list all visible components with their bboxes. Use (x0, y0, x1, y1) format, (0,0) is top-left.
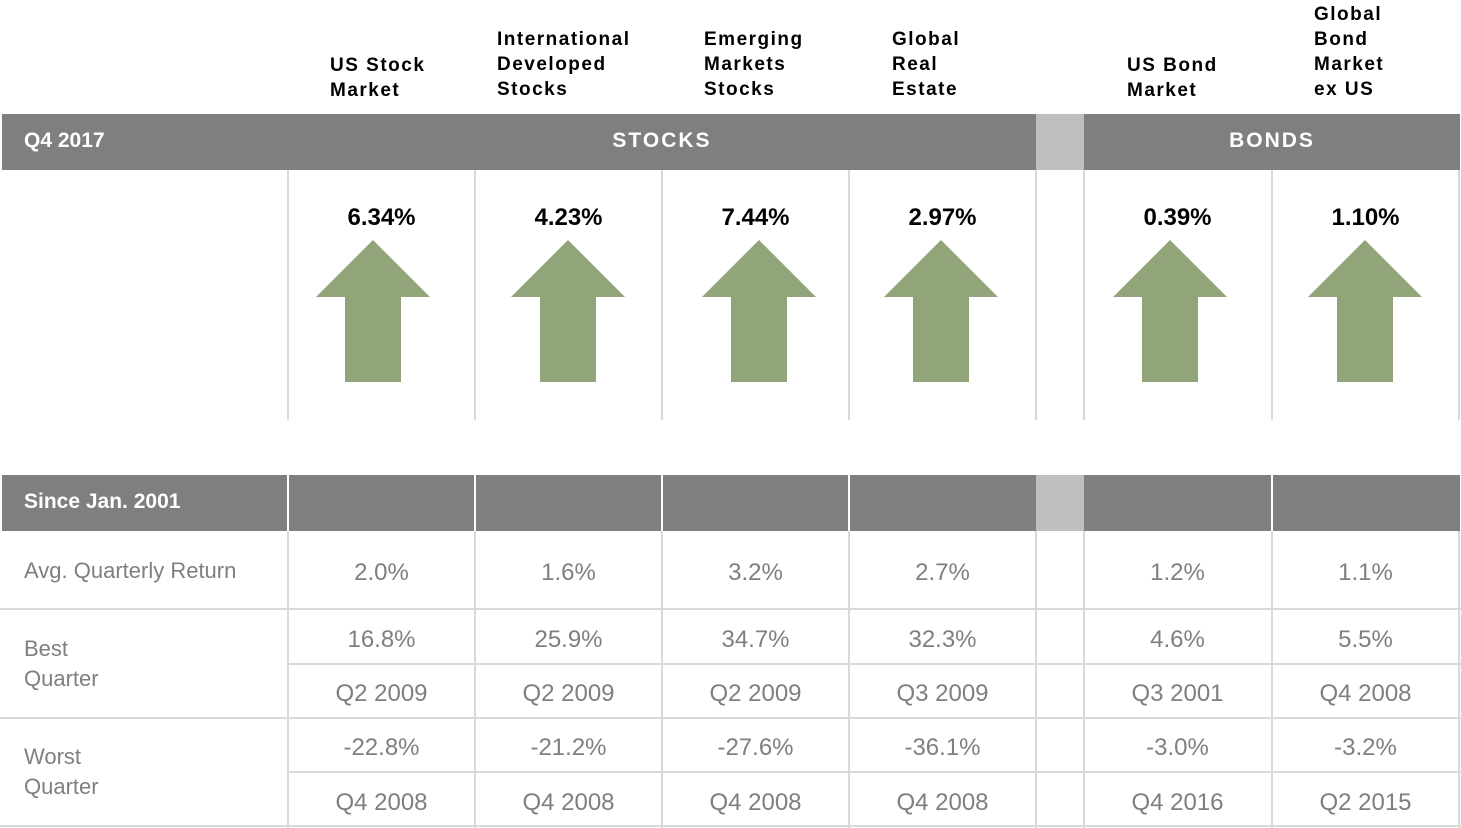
up-arrow-icon (511, 240, 625, 382)
up-arrow-icon (1308, 240, 1422, 382)
divider (848, 531, 850, 828)
worst-return-us-stock: -22.8% (343, 734, 420, 761)
divider (1271, 475, 1273, 531)
avg-return-intl-developed: 1.6% (541, 559, 596, 586)
worst-quarter-us-stock: Q4 2008 (335, 789, 428, 816)
divider (1083, 531, 1085, 828)
column-header-us-stock: US Stock Market (330, 55, 426, 101)
quarter-return-us-bond: 0.39% (1143, 204, 1212, 231)
column-header-emerging-markets: Emerging Markets Stocks (704, 29, 804, 100)
since-header-gap (1036, 475, 1084, 531)
up-arrow-icon (884, 240, 998, 382)
best-return-us-bond: 4.6% (1150, 626, 1205, 653)
best-return-global-bond: 5.5% (1338, 626, 1393, 653)
best-quarter-emerging: Q2 2009 (709, 680, 802, 707)
best-quarter-us-stock: Q2 2009 (335, 680, 428, 707)
quarter-return-global-re: 2.97% (908, 204, 977, 231)
since-label: Since Jan. 2001 (24, 490, 181, 513)
divider (661, 170, 663, 420)
column-header-global-bond: Global Bond Market ex US (1314, 4, 1385, 100)
quarter-header-gap (1036, 114, 1084, 170)
worst-quarter-global-bond: Q2 2015 (1319, 789, 1412, 816)
divider (1035, 170, 1037, 420)
divider (1083, 170, 1085, 420)
row-divider (0, 717, 1461, 719)
row-label-avg-quarterly-return: Avg. Quarterly Return (24, 558, 237, 583)
column-header-global-real-estate: Global Real Estate (892, 29, 961, 100)
row-label-worst-quarter: Worst Quarter (24, 744, 99, 799)
best-quarter-global-re: Q3 2009 (896, 680, 989, 707)
worst-return-emerging: -27.6% (717, 734, 794, 761)
best-quarter-global-bond: Q4 2008 (1319, 680, 1412, 707)
worst-return-global-bond: -3.2% (1334, 734, 1397, 761)
row-divider (0, 825, 1461, 827)
avg-return-global-re: 2.7% (915, 559, 970, 586)
best-return-intl-developed: 25.9% (534, 626, 603, 653)
worst-quarter-global-re: Q4 2008 (896, 789, 989, 816)
quarter-return-emerging: 7.44% (721, 204, 790, 231)
avg-return-emerging: 3.2% (728, 559, 783, 586)
worst-return-intl-developed: -21.2% (530, 734, 607, 761)
row-divider (0, 608, 1461, 610)
since-header-bar (2, 475, 1036, 531)
divider (1271, 170, 1273, 420)
best-return-emerging: 34.7% (721, 626, 790, 653)
divider (1271, 531, 1273, 828)
worst-quarter-us-bond: Q4 2016 (1131, 789, 1224, 816)
best-quarter-us-bond: Q3 2001 (1131, 680, 1224, 707)
best-quarter-intl-developed: Q2 2009 (522, 680, 615, 707)
divider (1458, 531, 1460, 828)
quarter-return-global-bond: 1.10% (1331, 204, 1400, 231)
up-arrow-icon (316, 240, 430, 382)
avg-return-global-bond: 1.1% (1338, 559, 1393, 586)
column-header-intl-developed: International Developed Stocks (497, 29, 631, 100)
avg-return-us-stock: 2.0% (354, 559, 409, 586)
divider (287, 170, 289, 420)
divider (661, 531, 663, 828)
divider (474, 475, 476, 531)
worst-quarter-emerging: Q4 2008 (709, 789, 802, 816)
best-return-global-re: 32.3% (908, 626, 977, 653)
bonds-group-label: BONDS (1229, 129, 1315, 152)
row-divider (288, 663, 1461, 665)
divider (848, 170, 850, 420)
divider (1035, 531, 1037, 828)
worst-return-us-bond: -3.0% (1146, 734, 1209, 761)
column-header-us-bond: US Bond Market (1127, 55, 1218, 101)
bonds-header-bar (1084, 114, 1460, 170)
worst-quarter-intl-developed: Q4 2008 (522, 789, 615, 816)
best-return-us-stock: 16.8% (347, 626, 416, 653)
divider (287, 475, 289, 531)
divider (287, 531, 289, 828)
up-arrow-icon (702, 240, 816, 382)
worst-return-global-re: -36.1% (904, 734, 981, 761)
avg-return-us-bond: 1.2% (1150, 559, 1205, 586)
quarter-header-bar (2, 114, 1036, 170)
divider (661, 475, 663, 531)
quarter-period-label: Q4 2017 (24, 129, 105, 152)
divider (474, 531, 476, 828)
row-divider (288, 771, 1461, 773)
quarter-return-us-stock: 6.34% (347, 204, 416, 231)
divider (474, 170, 476, 420)
up-arrow-icon (1113, 240, 1227, 382)
divider (848, 475, 850, 531)
divider (1458, 170, 1460, 420)
stocks-group-label: STOCKS (612, 129, 712, 152)
quarter-return-intl-developed: 4.23% (534, 204, 603, 231)
row-label-best-quarter: Best Quarter (24, 636, 99, 691)
